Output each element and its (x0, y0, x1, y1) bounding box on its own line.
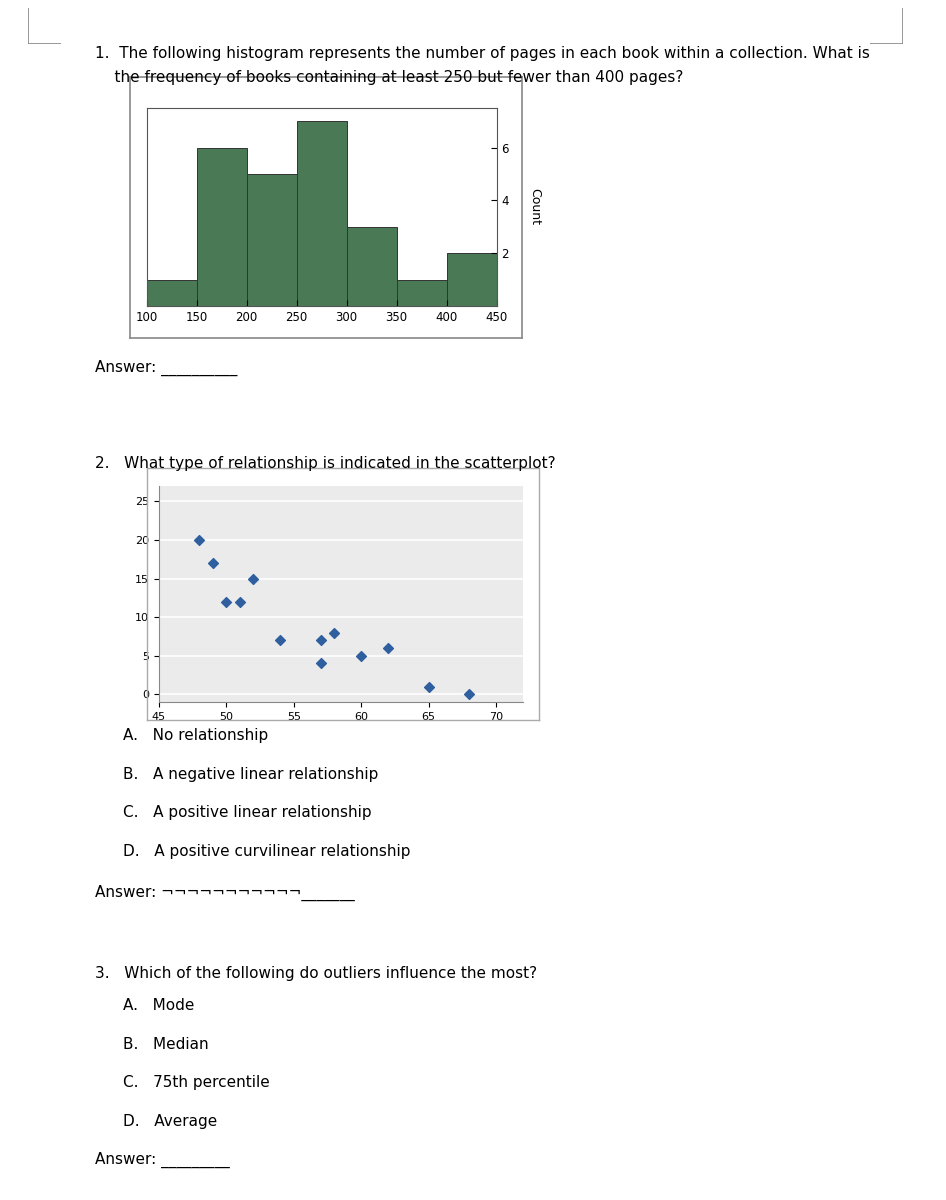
Point (354, 646, 369, 665)
Point (192, 530, 207, 550)
Text: D.   Average: D. Average (123, 1114, 218, 1128)
Bar (297, 121, 346, 306)
Point (313, 654, 328, 673)
Text: B.   A negative linear relationship: B. A negative linear relationship (123, 767, 378, 782)
Text: D.   A positive curvilinear relationship: D. A positive curvilinear relationship (123, 844, 411, 859)
Point (380, 638, 395, 658)
Bar (197, 148, 247, 306)
Bar (147, 280, 197, 306)
Bar (346, 227, 396, 306)
Bar (447, 253, 497, 306)
Point (233, 592, 248, 611)
Bar (247, 174, 297, 306)
Text: A.   No relationship: A. No relationship (123, 728, 269, 743)
Text: A.   Mode: A. Mode (123, 998, 194, 1013)
Text: C.   A positive linear relationship: C. A positive linear relationship (123, 805, 372, 821)
Text: the frequency of books containing at least 250 but fewer than 400 pages?: the frequency of books containing at lea… (95, 70, 683, 84)
Point (272, 631, 288, 650)
Point (462, 685, 477, 704)
Text: C.   75th percentile: C. 75th percentile (123, 1075, 270, 1090)
Point (219, 592, 234, 611)
Point (313, 631, 328, 650)
Y-axis label: Count: Count (529, 188, 541, 226)
Text: 3.   Which of the following do outliers influence the most?: 3. Which of the following do outliers in… (95, 966, 536, 982)
Point (421, 677, 436, 696)
Point (326, 623, 342, 642)
Text: B.   Median: B. Median (123, 1037, 209, 1051)
Text: 2.   What type of relationship is indicated in the scatterplot?: 2. What type of relationship is indicate… (95, 456, 555, 470)
Bar (396, 280, 447, 306)
Text: Answer: ¬¬¬¬¬¬¬¬¬¬¬_______: Answer: ¬¬¬¬¬¬¬¬¬¬¬_______ (95, 884, 355, 901)
Text: Answer: _________: Answer: _________ (95, 1152, 229, 1169)
Point (246, 569, 261, 588)
Point (205, 553, 220, 572)
Text: Answer: __________: Answer: __________ (95, 360, 237, 377)
Text: 1.  The following histogram represents the number of pages in each book within a: 1. The following histogram represents th… (95, 46, 869, 61)
